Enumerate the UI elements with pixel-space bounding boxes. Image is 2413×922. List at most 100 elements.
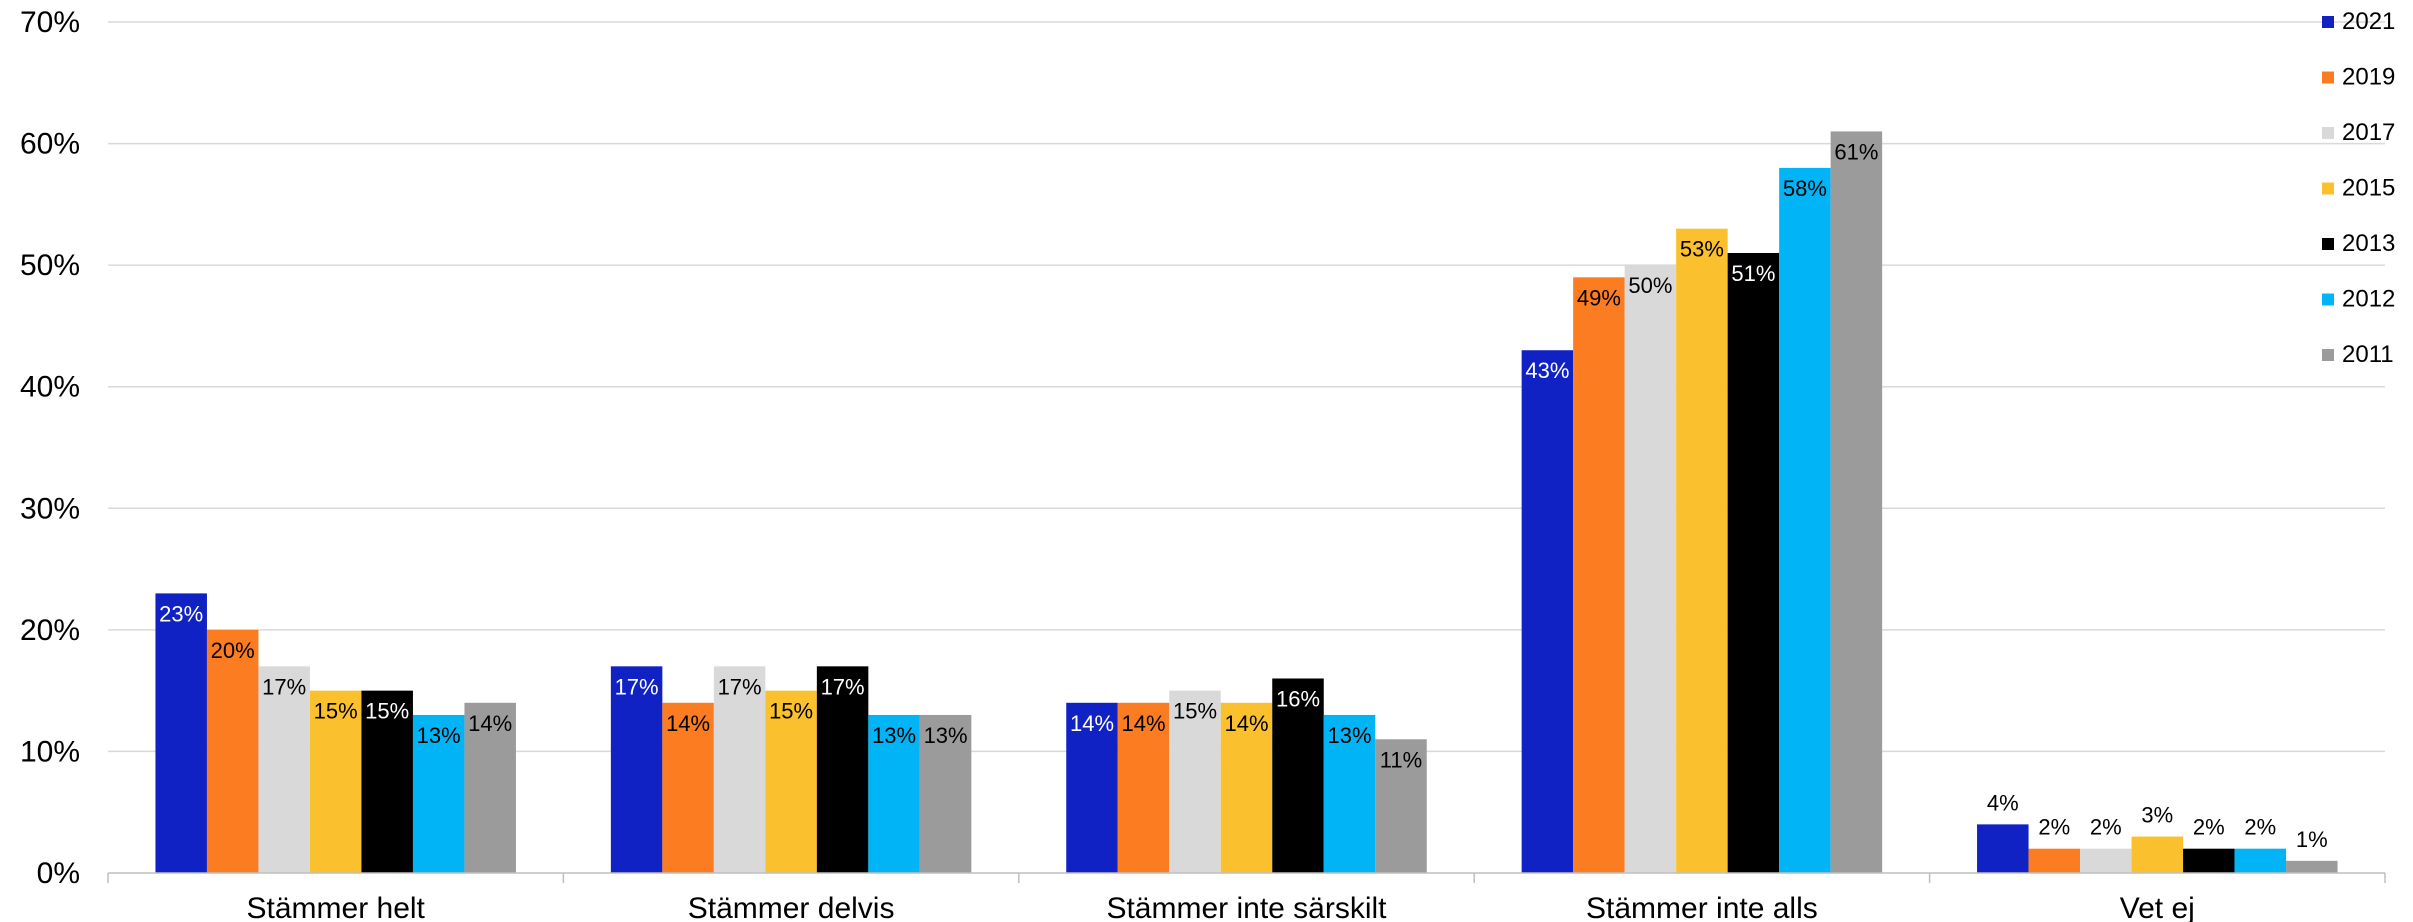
legend-label: 2015 xyxy=(2342,175,2395,202)
legend: 2021 2019 2017 2015 2013 2012 2011 xyxy=(2322,8,2395,368)
data-label: 61% xyxy=(1834,139,1878,164)
bar xyxy=(816,666,869,873)
data-label: 1% xyxy=(2296,827,2328,852)
legend-label: 2012 xyxy=(2342,286,2395,313)
bar xyxy=(2080,848,2132,873)
bar xyxy=(412,714,465,873)
data-label: 2% xyxy=(2244,815,2276,840)
y-tick-label: 50% xyxy=(20,249,80,282)
legend-label: 2011 xyxy=(2342,341,2394,368)
bar xyxy=(1977,824,2029,873)
data-label: 17% xyxy=(718,674,762,699)
data-label: 16% xyxy=(1276,686,1320,711)
category-label: Stämmer delvis xyxy=(688,892,895,922)
y-tick-label: 0% xyxy=(37,857,80,890)
gridlines xyxy=(108,21,2385,753)
data-label: 20% xyxy=(211,638,255,663)
bar xyxy=(2286,860,2338,873)
data-label: 14% xyxy=(1121,711,1165,736)
y-tick-label: 60% xyxy=(20,128,80,161)
data-label: 13% xyxy=(1327,723,1371,748)
data-label: 2% xyxy=(2090,815,2122,840)
bar xyxy=(1220,702,1273,873)
bar xyxy=(2028,848,2081,873)
category-label: Stämmer helt xyxy=(247,892,426,922)
data-label: 13% xyxy=(924,723,968,748)
bar xyxy=(361,690,413,873)
data-labels: 23% 20% 17% 15% 15% 13% 14% 17% 14% 17% 15% 17% 13% 1… xyxy=(159,139,2328,851)
data-label: 2% xyxy=(2193,815,2225,840)
bar xyxy=(1830,131,1883,873)
data-label: 14% xyxy=(666,711,710,736)
bar xyxy=(2131,836,2184,873)
bar xyxy=(1727,252,1780,873)
legend-swatch xyxy=(2322,127,2334,139)
bar xyxy=(1169,690,1221,873)
y-tick-label: 20% xyxy=(20,614,80,647)
bar xyxy=(206,629,259,873)
data-label: 17% xyxy=(262,674,306,699)
data-label: 17% xyxy=(615,674,659,699)
bar xyxy=(1066,702,1118,873)
bar xyxy=(765,690,817,873)
data-label: 11% xyxy=(1380,747,1422,772)
data-label: 14% xyxy=(468,711,512,736)
data-label: 3% xyxy=(2141,803,2173,828)
bar xyxy=(1573,277,1625,873)
category-label: Stämmer inte alls xyxy=(1586,892,1818,922)
bar xyxy=(309,690,362,873)
legend-label: 2017 xyxy=(2342,119,2395,146)
y-tick-label: 70% xyxy=(20,6,80,39)
bar xyxy=(2234,848,2287,873)
y-tick-label: 30% xyxy=(20,492,80,525)
bar xyxy=(464,702,516,873)
legend-label: 2019 xyxy=(2342,64,2395,91)
legend-label: 2021 xyxy=(2342,8,2395,35)
y-tick-label: 10% xyxy=(20,735,80,768)
bar xyxy=(1323,714,1376,873)
data-label: 13% xyxy=(417,723,461,748)
bar xyxy=(713,666,766,873)
bar xyxy=(1676,228,1728,873)
x-axis: Stämmer helt Stämmer delvis Stämmer inte s… xyxy=(107,872,2386,922)
bar xyxy=(155,593,207,873)
data-label: 50% xyxy=(1628,273,1672,298)
data-label: 14% xyxy=(1070,711,1114,736)
legend-swatch xyxy=(2322,349,2334,361)
data-label: 15% xyxy=(314,699,358,724)
data-label: 4% xyxy=(1987,790,2019,815)
bar xyxy=(1521,350,1574,873)
data-label: 15% xyxy=(365,699,409,724)
legend-swatch xyxy=(2322,182,2334,195)
legend-swatch xyxy=(2322,71,2334,84)
data-label: 49% xyxy=(1577,285,1621,310)
legend-swatch xyxy=(2322,238,2334,250)
data-label: 43% xyxy=(1525,358,1569,383)
data-label: 53% xyxy=(1680,237,1724,262)
data-label: 15% xyxy=(1173,699,1217,724)
data-label: 14% xyxy=(1224,711,1268,736)
bar xyxy=(662,702,714,873)
y-axis-ticks: 0% 10% 20% 30% 40% 50% 60% 70% xyxy=(20,6,80,890)
bar xyxy=(1624,265,1677,874)
legend-swatch xyxy=(2322,16,2334,28)
bar xyxy=(2183,848,2235,873)
legend-label: 2013 xyxy=(2342,230,2395,257)
bar xyxy=(919,714,972,873)
bar xyxy=(1272,678,1324,873)
y-tick-label: 40% xyxy=(20,371,80,404)
data-label: 13% xyxy=(872,723,916,748)
bar xyxy=(258,666,310,873)
data-label: 15% xyxy=(769,699,813,724)
data-label: 17% xyxy=(821,674,865,699)
category-label: Vet ej xyxy=(2120,892,2195,922)
bars xyxy=(155,131,2338,874)
bar xyxy=(868,714,920,873)
data-label: 58% xyxy=(1783,176,1827,201)
data-label: 23% xyxy=(159,601,203,626)
data-label: 51% xyxy=(1731,261,1775,286)
bar xyxy=(610,666,663,873)
data-label: 2% xyxy=(2038,815,2070,840)
bar xyxy=(1117,702,1170,873)
